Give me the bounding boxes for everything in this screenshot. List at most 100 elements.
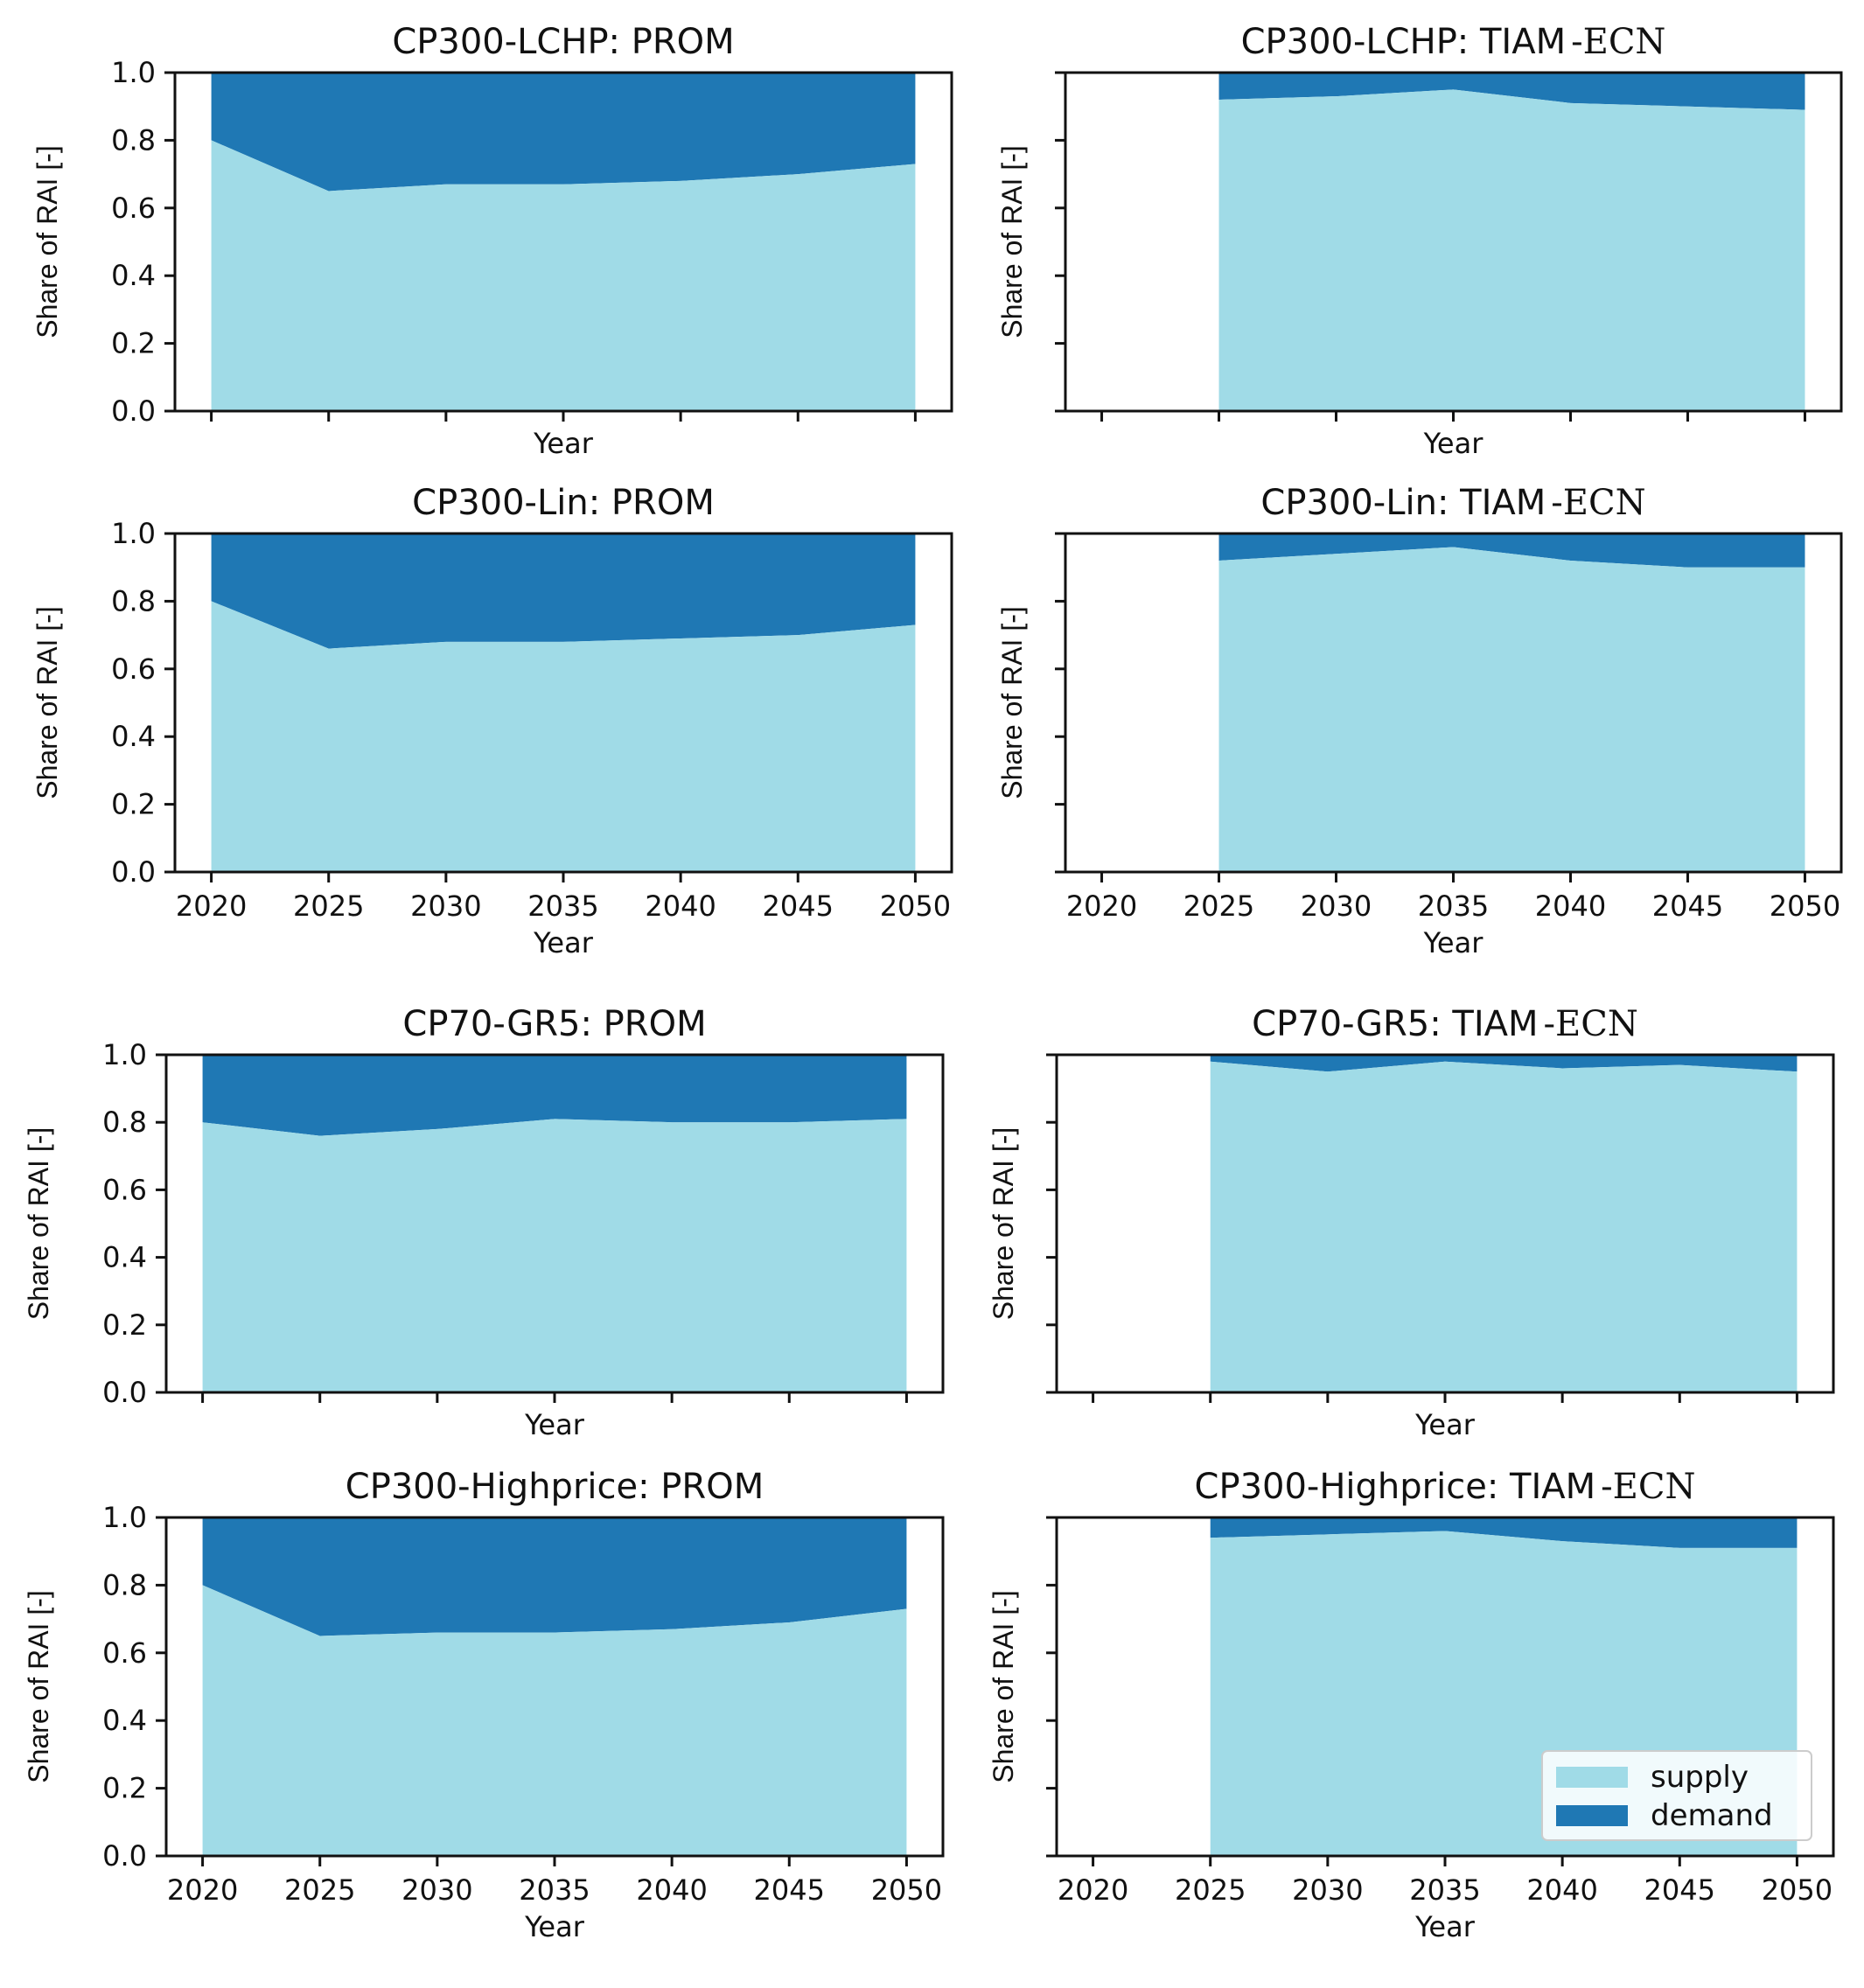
x-tick-label: 2050 xyxy=(880,889,951,923)
x-axis-label: Year xyxy=(1414,1910,1476,1943)
y-axis-label: Share of RAI [-] xyxy=(23,1590,54,1783)
y-tick-label: 0.4 xyxy=(102,1241,147,1274)
x-tick-label: 2035 xyxy=(519,1873,590,1907)
legend-swatch-demand xyxy=(1556,1805,1628,1826)
y-axis-label: Share of RAI [-] xyxy=(23,1127,54,1321)
chart-title: CP300-LCHP: PROM xyxy=(392,22,734,62)
supply-area xyxy=(1218,547,1805,872)
demand-area xyxy=(1218,73,1805,110)
x-tick-label: 2035 xyxy=(1418,889,1489,923)
y-axis-label: Share of RAI [-] xyxy=(31,145,63,338)
chart-title-main: CP300-LCHP: PROM xyxy=(392,22,734,62)
demand-area xyxy=(202,1055,907,1136)
legend-label-demand: demand xyxy=(1651,1798,1773,1833)
y-tick-label: 0.4 xyxy=(111,259,156,292)
y-tick-label: 0.8 xyxy=(102,1568,147,1601)
x-tick-label: 2050 xyxy=(1770,889,1840,923)
chart-title-main: CP70-GR5: PROM xyxy=(402,1004,706,1044)
y-axis-label: Share of RAI [-] xyxy=(31,606,63,799)
y-tick-label: 0.6 xyxy=(111,652,156,686)
y-tick-label: 0.6 xyxy=(102,1173,147,1206)
panel-3: CP300-Lin: PROM 0.0 0.2 0.4 0.6 0.8 1.0 2020 202… xyxy=(31,483,953,959)
x-tick-label: 2025 xyxy=(1183,889,1254,923)
y-tick-label: 0.2 xyxy=(102,1772,147,1805)
y-tick-label: 0.8 xyxy=(111,123,156,157)
x-axis-label: Year xyxy=(524,1408,585,1441)
chart-title: CP300-Highprice: TIAM -ECN xyxy=(1195,1467,1696,1507)
y-tick-label: 0.8 xyxy=(102,1106,147,1139)
chart-title: CP300-LCHP: TIAM -ECN xyxy=(1241,22,1666,62)
x-tick-label: 2020 xyxy=(1066,889,1137,923)
y-tick-label: 0.0 xyxy=(111,394,156,428)
y-axis-label: Share of RAI [-] xyxy=(996,145,1028,338)
chart-title-main: CP300-Lin: TIAM xyxy=(1260,483,1546,523)
y-axis-label: Share of RAI [-] xyxy=(988,1127,1019,1321)
supply-area xyxy=(1210,1061,1798,1392)
x-tick-label: 2045 xyxy=(1652,889,1723,923)
chart-title: CP300-Lin: TIAM -ECN xyxy=(1260,483,1645,523)
panel-4: CP300-Lin: TIAM -ECN 2020 2025 2030 2035 2040 2… xyxy=(996,483,1843,959)
y-axis-label: Share of RAI [-] xyxy=(988,1590,1019,1783)
panel-7: CP300-Highprice: PROM 0.0 0.2 0.4 0.6 0.8 1.0 2… xyxy=(23,1467,945,1943)
panel-2: CP300-LCHP: TIAM -ECN Year Share of RAI [-] xyxy=(996,22,1843,460)
demand-area xyxy=(1218,534,1805,568)
x-tick-label: 2030 xyxy=(1301,889,1372,923)
panel-6: CP70-GR5: TIAM -ECN Year Share of RAI [-] xyxy=(988,1004,1835,1441)
y-tick-label: 0.2 xyxy=(111,788,156,821)
x-tick-label: 2020 xyxy=(1058,1873,1128,1907)
chart-title-main: CP300-Highprice: PROM xyxy=(346,1467,764,1507)
y-axis-label: Share of RAI [-] xyxy=(996,606,1028,799)
panel-1: CP300-LCHP: PROM 0.0 0.2 0.4 0.6 0.8 1.0 Year Sh… xyxy=(31,22,953,460)
demand-area xyxy=(211,73,916,192)
supply-area xyxy=(202,1585,907,1856)
x-axis-label: Year xyxy=(533,427,594,460)
x-tick-label: 2025 xyxy=(293,889,364,923)
y-tick-label: 0.8 xyxy=(111,584,156,617)
x-axis-label: Year xyxy=(1423,926,1484,959)
chart-title: CP300-Lin: PROM xyxy=(412,483,715,523)
x-tick-label: 2040 xyxy=(1526,1873,1597,1907)
panel-5: CP70-GR5: PROM 0.0 0.2 0.4 0.6 0.8 1.0 Year Shar… xyxy=(23,1004,945,1441)
y-tick-label: 0.0 xyxy=(111,855,156,889)
x-tick-label: 2035 xyxy=(527,889,598,923)
x-tick-label: 2050 xyxy=(871,1873,942,1907)
x-tick-label: 2040 xyxy=(645,889,716,923)
x-tick-label: 2040 xyxy=(636,1873,707,1907)
x-axis-label: Year xyxy=(524,1910,585,1943)
supply-area xyxy=(211,140,916,411)
chart-title: CP300-Highprice: PROM xyxy=(346,1467,764,1507)
x-axis-label: Year xyxy=(533,926,594,959)
y-tick-label: 1.0 xyxy=(111,517,156,550)
supply-area xyxy=(1218,89,1805,411)
chart-title-suffix: -ECN xyxy=(1544,1004,1638,1044)
supply-area xyxy=(202,1119,907,1392)
chart-title: CP70-GR5: TIAM -ECN xyxy=(1252,1004,1638,1044)
legend-label-supply: supply xyxy=(1651,1760,1749,1795)
demand-area xyxy=(202,1517,907,1636)
chart-title-main: CP300-Highprice: TIAM xyxy=(1195,1467,1596,1507)
demand-area xyxy=(1210,1517,1798,1548)
x-tick-label: 2030 xyxy=(401,1873,472,1907)
y-tick-label: 0.0 xyxy=(102,1376,147,1409)
y-tick-label: 0.0 xyxy=(102,1839,147,1873)
demand-area xyxy=(211,534,916,649)
x-tick-label: 2040 xyxy=(1535,889,1606,923)
chart-title: CP70-GR5: PROM xyxy=(402,1004,706,1044)
x-tick-label: 2025 xyxy=(284,1873,355,1907)
x-axis-label: Year xyxy=(1414,1408,1476,1441)
x-tick-label: 2020 xyxy=(176,889,247,923)
chart-title-main: CP70-GR5: TIAM xyxy=(1252,1004,1538,1044)
x-tick-label: 2030 xyxy=(410,889,481,923)
x-tick-label: 2045 xyxy=(763,889,834,923)
y-tick-label: 0.6 xyxy=(102,1636,147,1670)
y-tick-label: 1.0 xyxy=(102,1501,147,1534)
supply-area xyxy=(211,601,916,872)
y-tick-label: 1.0 xyxy=(102,1038,147,1071)
x-tick-label: 2030 xyxy=(1292,1873,1363,1907)
chart-title-suffix: -ECN xyxy=(1601,1467,1695,1507)
y-tick-label: 0.4 xyxy=(111,720,156,753)
demand-area xyxy=(1210,1055,1798,1072)
x-tick-label: 2035 xyxy=(1409,1873,1480,1907)
